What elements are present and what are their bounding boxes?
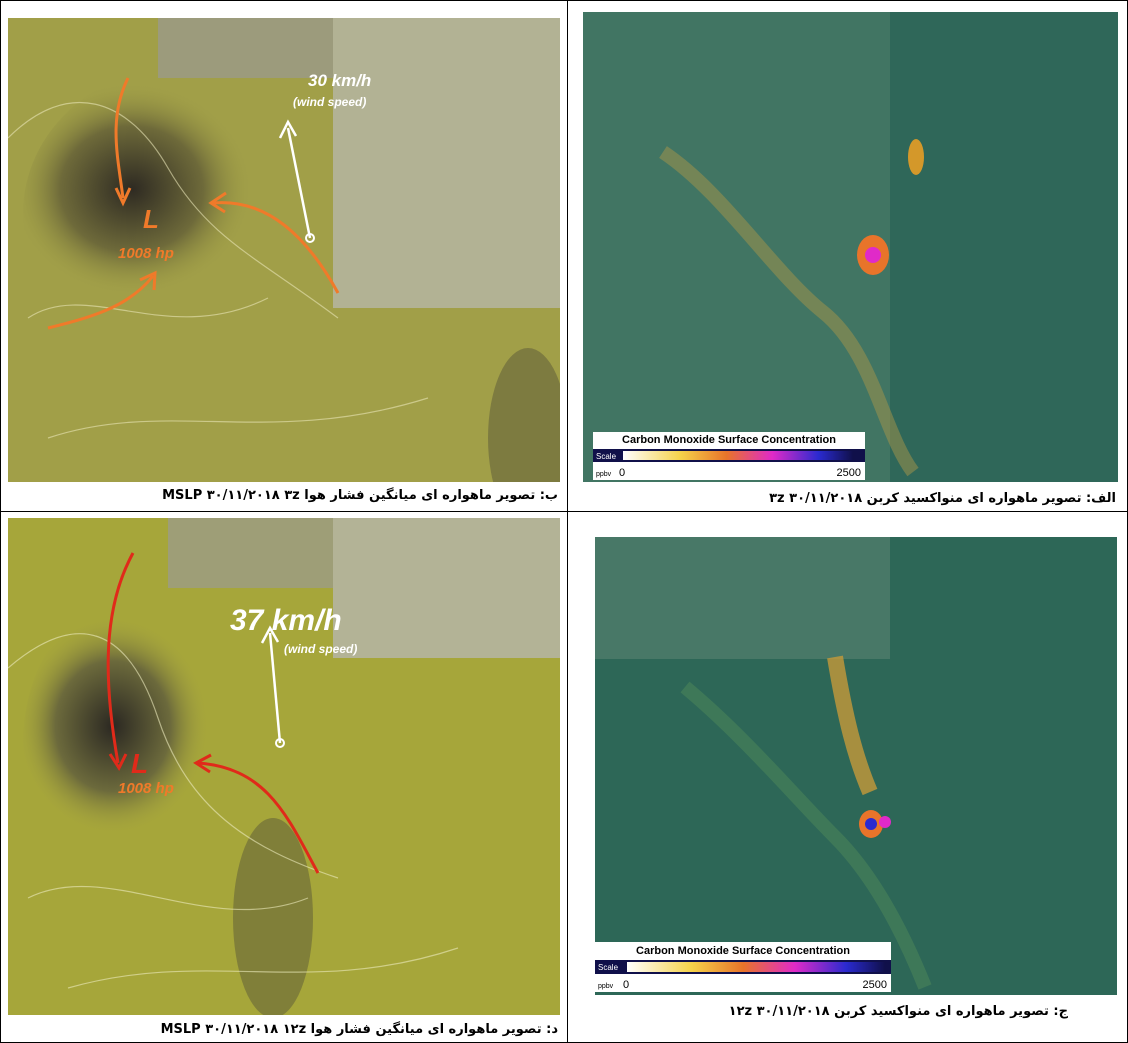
caption: ج: تصویر ماهواره ای منواکسید کربن ۳۰/۱۱/… xyxy=(728,1004,1068,1019)
legend-scale: Scale xyxy=(598,963,619,972)
caption: د: تصویر ماهواره ای میانگین فشار هوا MSL… xyxy=(160,1022,558,1037)
pressure-label: 1008 hp xyxy=(118,245,174,262)
pressure-map: 37 km/h (wind speed) L 1008 hp xyxy=(8,518,560,1015)
legend-title: Carbon Monoxide Surface Concentration xyxy=(636,945,850,957)
legend-max: 2500 xyxy=(837,467,861,479)
legend-unit: ppbv xyxy=(598,983,614,990)
co-map: Carbon Monoxide Surface Concentration Sc… xyxy=(583,12,1118,482)
row-rule xyxy=(0,511,1128,512)
caption: ب: تصویر ماهواره ای میانگین فشار هوا MSL… xyxy=(162,488,558,503)
legend-min: 0 xyxy=(619,467,625,479)
caption: الف: تصویر ماهواره ای منواکسید کربن ۳۰/۱… xyxy=(769,491,1116,506)
low-label: L xyxy=(131,748,148,779)
wind-speed: 30 km/h xyxy=(308,71,371,90)
legend-max: 2500 xyxy=(863,979,887,991)
legend-min: 0 xyxy=(623,979,629,991)
column-rule xyxy=(567,0,568,1043)
pressure-label: 1008 hp xyxy=(118,780,174,797)
co-map: Carbon Monoxide Surface Concentration Sc… xyxy=(595,537,1117,995)
legend-scale: Scale xyxy=(596,452,617,461)
low-label: L xyxy=(143,204,159,234)
wind-speed-note: (wind speed) xyxy=(284,642,357,656)
wind-speed-note: (wind speed) xyxy=(293,95,366,109)
legend-title: Carbon Monoxide Surface Concentration xyxy=(622,434,836,446)
wind-speed: 37 km/h xyxy=(230,604,342,637)
legend-unit: ppbv xyxy=(596,471,612,478)
pressure-map: 30 km/h (wind speed) L 1008 hp xyxy=(8,18,560,482)
